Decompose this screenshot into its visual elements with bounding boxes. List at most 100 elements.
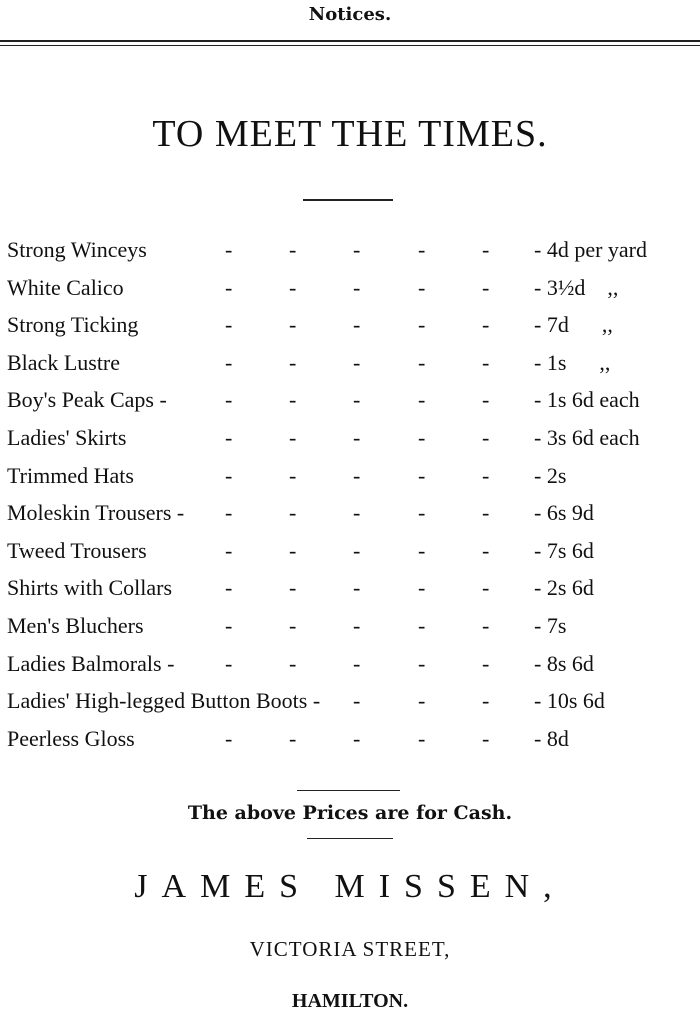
leader-dash: - <box>353 462 361 488</box>
item-name: Moleskin Trousers - <box>7 500 185 526</box>
item-name: Boy's Peak Caps - <box>7 387 167 413</box>
leader-dash: - <box>225 274 233 300</box>
leader-dash: - <box>482 274 490 300</box>
leader-dash: - <box>482 425 490 450</box>
leader-dash: - <box>482 613 490 638</box>
leader-dash: - <box>225 349 233 375</box>
item-name: Ladies Balmorals - <box>7 650 175 676</box>
item-price: - 7d ,, <box>534 312 613 338</box>
item-name: Strong Ticking <box>7 312 139 338</box>
item-name: Ladies' High-legged Button Boots - <box>7 688 321 714</box>
cash-rule-top <box>297 790 400 791</box>
leader-dash: - <box>353 537 361 563</box>
leader-dash: - <box>353 725 361 751</box>
leader-dash: - <box>482 237 490 262</box>
price-list-row: Men's Bluchers - 7s - - - - - <box>7 609 697 643</box>
advert-title: TO MEET THE TIMES. <box>152 113 548 155</box>
leader-dash: - <box>289 575 297 601</box>
leader-dash: - <box>482 650 490 676</box>
leader-dash: - <box>418 312 426 338</box>
item-price: - 3s 6d each <box>534 425 640 450</box>
leader-dash: - <box>289 274 297 300</box>
item-name: Ladies' Skirts <box>7 425 127 450</box>
leader-dash: - <box>353 387 361 413</box>
leader-dash: - <box>289 462 297 488</box>
leader-dash: - <box>225 537 233 563</box>
leader-dash: - <box>289 500 297 526</box>
item-price: - 2s <box>534 462 567 488</box>
price-list-row: Ladies' Skirts - 3s 6d each - - - - - <box>7 421 697 455</box>
title-divider <box>303 199 393 201</box>
leader-dash: - <box>353 613 361 638</box>
leader-dash: - <box>289 312 297 338</box>
leader-dash: - <box>482 537 490 563</box>
merchant-name: JAMES MISSEN, <box>134 868 566 905</box>
item-name: Men's Bluchers <box>7 613 144 638</box>
leader-dash: - <box>289 425 297 450</box>
leader-dash: - <box>289 237 297 262</box>
price-list-row: Peerless Gloss - 8d - - - - - <box>7 722 697 756</box>
section-heading: Notices. <box>308 4 392 25</box>
leader-dash: - <box>289 387 297 413</box>
leader-dash: - <box>353 650 361 676</box>
leader-dash: - <box>225 387 233 413</box>
price-list-row: White Calico - 3½d ,, - - - - - <box>7 271 697 305</box>
leader-dash: - <box>289 725 297 751</box>
price-list-row: Tweed Trousers - 7s 6d - - - - - <box>7 534 697 568</box>
leader-dash: - <box>353 237 361 262</box>
leader-dash: - <box>418 237 426 262</box>
item-name: Shirts with Collars <box>7 575 173 601</box>
leader-dash: - <box>418 349 426 375</box>
leader-dash: - <box>418 650 426 676</box>
leader-dash: - <box>225 462 233 488</box>
header-rule-bottom <box>0 45 700 46</box>
leader-dash: - <box>418 688 426 714</box>
leader-dash: - <box>353 312 361 338</box>
leader-dash: - <box>353 688 361 714</box>
item-name: Strong Winceys <box>7 237 147 262</box>
item-name: Peerless Gloss <box>7 725 135 751</box>
leader-dash: - <box>289 537 297 563</box>
leader-dash: - <box>353 425 361 450</box>
cash-rule-bottom <box>307 838 393 839</box>
item-name: Black Lustre <box>7 349 121 375</box>
item-price: - 6s 9d <box>534 500 594 526</box>
leader-dash: - <box>289 613 297 638</box>
price-list-row: Ladies Balmorals - - 8s 6d - - - - - <box>7 647 697 681</box>
leader-dash: - <box>418 274 426 300</box>
leader-dash: - <box>482 312 490 338</box>
price-list-row: Moleskin Trousers - - 6s 9d - - - - - <box>7 496 697 530</box>
leader-dash: - <box>353 349 361 375</box>
leader-dash: - <box>418 725 426 751</box>
leader-dash: - <box>225 575 233 601</box>
item-price: - 1s 6d each <box>534 387 640 413</box>
leader-dash: - <box>482 725 490 751</box>
leader-dash: - <box>225 425 233 450</box>
leader-dash: - <box>225 312 233 338</box>
leader-dash: - <box>225 613 233 638</box>
leader-dash: - <box>353 500 361 526</box>
item-price: - 8d <box>534 725 569 751</box>
leader-dash: - <box>418 537 426 563</box>
leader-dash: - <box>482 575 490 601</box>
leader-dash: - <box>418 462 426 488</box>
leader-dash: - <box>225 650 233 676</box>
price-list-row: Boy's Peak Caps - - 1s 6d each - - - - - <box>7 383 697 417</box>
leader-dash: - <box>289 650 297 676</box>
leader-dash: - <box>482 500 490 526</box>
item-price: - 2s 6d <box>534 575 594 601</box>
merchant-street: VICTORIA STREET, <box>249 937 451 961</box>
leader-dash: - <box>482 349 490 375</box>
price-list-row: Shirts with Collars - 2s 6d - - - - - <box>7 571 697 605</box>
leader-dash: - <box>353 274 361 300</box>
item-name: Trimmed Hats <box>7 462 134 488</box>
price-list-row: Strong Ticking - 7d ,, - - - - - <box>7 308 697 342</box>
leader-dash: - <box>225 237 233 262</box>
leader-dash: - <box>225 725 233 751</box>
item-price: - 8s 6d <box>534 650 594 676</box>
leader-dash: - <box>418 387 426 413</box>
price-list-row: Strong Winceys - 4d per yard - - - - - <box>7 233 697 267</box>
item-price: - 7s 6d <box>534 537 594 563</box>
cash-note: The above Prices are for Cash. <box>187 802 513 824</box>
leader-dash: - <box>225 500 233 526</box>
